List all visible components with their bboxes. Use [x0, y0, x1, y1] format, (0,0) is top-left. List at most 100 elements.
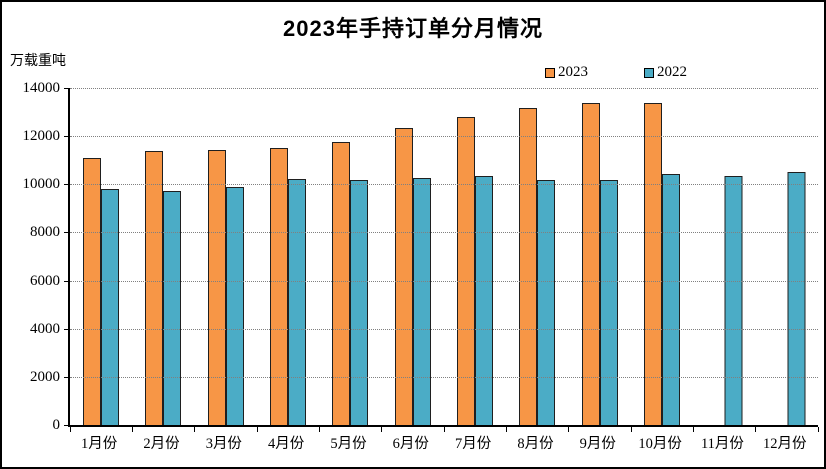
category-group-10月份 [631, 88, 693, 425]
x-axis-label-4月份: 4月份 [268, 436, 305, 452]
y-tick-8000 [64, 232, 70, 234]
bar-2022-12月份 [787, 171, 806, 425]
gridline-2000 [70, 376, 818, 378]
category-group-4月份 [257, 88, 319, 425]
bar-pair-7月份 [457, 116, 494, 425]
bars-container [70, 88, 818, 425]
bar-pair-10月份 [644, 102, 681, 425]
x-tick-2 [194, 427, 196, 432]
category-group-2月份 [132, 88, 194, 425]
bar-2022-3月份 [225, 187, 244, 425]
bar-2022-5月份 [350, 179, 369, 425]
bar-2022-6月份 [412, 178, 431, 425]
y-axis-label-14000: 14000 [22, 80, 61, 96]
bar-pair-2月份 [145, 151, 182, 425]
x-tick-5 [381, 427, 383, 432]
category-group-12月份 [756, 88, 818, 425]
x-axis-label-3月份: 3月份 [205, 436, 242, 452]
bar-2023-4月份 [270, 148, 289, 425]
x-axis-label-12月份: 12月份 [763, 436, 807, 452]
bar-2023-10月份 [644, 102, 663, 425]
y-axis-label-6000: 6000 [30, 272, 60, 289]
gridline-6000 [70, 280, 818, 282]
bar-pair-12月份 [768, 171, 806, 425]
bar-2023-9月份 [581, 103, 600, 425]
bar-2023-2月份 [145, 151, 164, 425]
legend-item-2023: 2023 [545, 64, 588, 81]
bar-2023-7月份 [457, 116, 476, 425]
x-axis-label-2月份: 2月份 [143, 436, 180, 452]
bar-pair-5月份 [332, 141, 369, 425]
legend-label-2023: 2023 [558, 64, 588, 80]
x-axis-label-10月份: 10月份 [638, 436, 682, 452]
y-axis-label-12000: 12000 [22, 128, 61, 145]
bar-pair-9月份 [581, 103, 618, 425]
x-tick-8 [568, 427, 570, 432]
y-tick-4000 [64, 328, 70, 330]
category-group-11月份 [693, 88, 755, 425]
y-tick-2000 [64, 376, 70, 378]
bar-pair-1月份 [83, 158, 120, 425]
plot-area [64, 88, 819, 432]
y-axis-unit-label: 万载重吨 [10, 54, 66, 69]
category-group-5月份 [319, 88, 381, 425]
legend-item-2022: 2022 [644, 64, 687, 81]
legend-label-2022: 2022 [657, 64, 687, 80]
x-tick-1 [131, 427, 133, 432]
bar-2022-7月份 [475, 176, 494, 425]
bar-2023-3月份 [207, 149, 226, 425]
bar-2022-1月份 [101, 188, 120, 425]
bar-2022-2月份 [163, 190, 182, 425]
bar-2022-8月份 [537, 179, 556, 425]
x-axis-label-11月份: 11月份 [700, 436, 744, 452]
x-axis-label-6月份: 6月份 [392, 436, 429, 452]
x-tick-3 [256, 427, 258, 432]
legend-swatch-2023-icon [545, 67, 555, 78]
bar-2023-8月份 [519, 107, 538, 425]
y-tick-0 [64, 425, 70, 426]
x-axis-labels: 1月份 2月份 3月份 4月份 5月份 6月份 7月份 8月份 9月份 10月份 11月份 12月份 [68, 432, 816, 453]
bar-pair-4月份 [270, 148, 307, 425]
x-tick-10 [692, 427, 694, 432]
bar-2022-11月份 [724, 176, 743, 425]
x-tick-12 [817, 427, 819, 432]
category-group-3月份 [195, 88, 257, 425]
legend-swatch-2022-icon [644, 67, 654, 78]
x-axis-label-9月份: 9月份 [579, 436, 616, 452]
category-group-9月份 [569, 88, 631, 425]
bar-2023-6月份 [394, 127, 413, 425]
y-tick-14000 [64, 88, 70, 89]
x-axis-label-1月份: 1月份 [81, 436, 118, 452]
y-axis-label-8000: 8000 [30, 224, 60, 241]
category-group-6月份 [382, 88, 444, 425]
bar-2022-10月份 [662, 174, 681, 425]
y-tick-10000 [64, 184, 70, 186]
bar-pair-8月份 [519, 107, 556, 425]
x-tick-7 [505, 427, 507, 432]
bar-pair-3月份 [207, 149, 244, 425]
x-axis-label-8月份: 8月份 [517, 436, 554, 452]
y-axis-label-2000: 2000 [30, 368, 60, 385]
category-group-1月份 [70, 88, 132, 425]
gridline-14000 [70, 88, 818, 89]
bar-2023-1月份 [83, 158, 102, 425]
y-axis-label-10000: 10000 [22, 176, 61, 193]
x-axis-label-7月份: 7月份 [455, 436, 492, 452]
category-group-8月份 [506, 88, 568, 425]
x-tick-6 [443, 427, 445, 432]
gridline-12000 [70, 136, 818, 138]
x-tick-4 [318, 427, 320, 432]
x-tick-11 [755, 427, 757, 432]
x-tick-9 [630, 427, 632, 432]
bar-2022-9月份 [599, 179, 618, 425]
legend: 2023 2022 [545, 64, 687, 81]
x-axis-label-5月份: 5月份 [330, 436, 367, 452]
category-group-7月份 [444, 88, 506, 425]
gridline-8000 [70, 232, 818, 234]
bar-2022-4月份 [288, 178, 307, 425]
y-axis-label-0: 0 [52, 417, 61, 433]
bar-pair-11月份 [706, 176, 743, 425]
y-tick-6000 [64, 280, 70, 282]
bar-pair-6月份 [394, 127, 431, 425]
